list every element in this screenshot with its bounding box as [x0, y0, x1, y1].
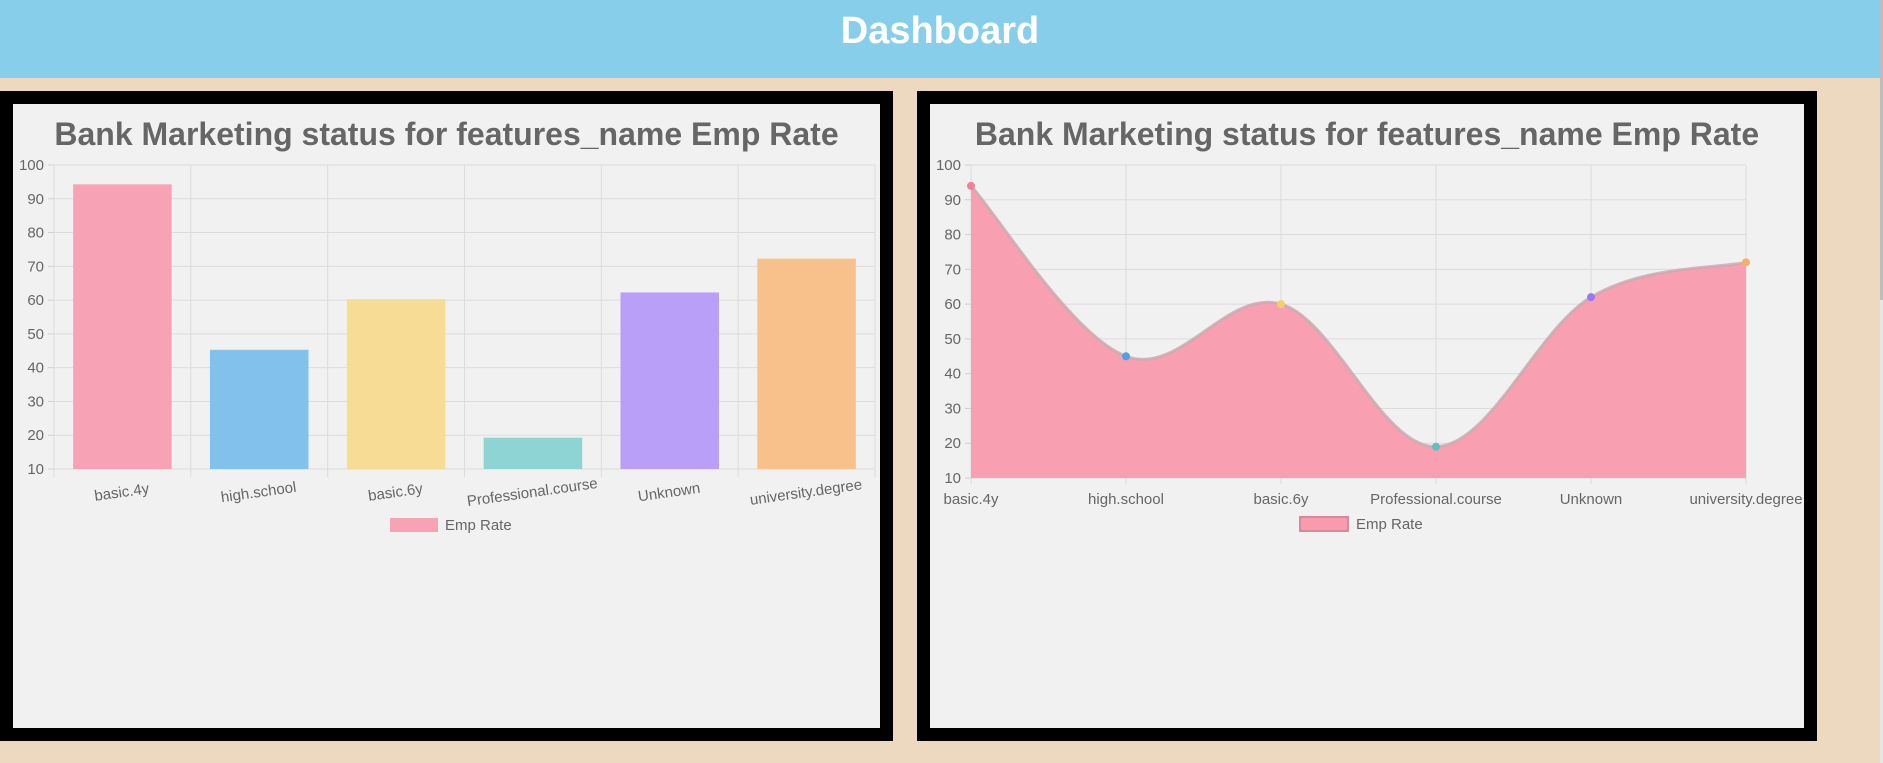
y-tick-label: 20 — [944, 435, 961, 452]
bar-chart-panel: Bank Marketing status for features_name … — [0, 91, 893, 741]
area-chart-panel: Bank Marketing status for features_name … — [917, 91, 1817, 741]
area-fill — [971, 185, 1746, 478]
data-point-basic-4y[interactable] — [967, 181, 975, 190]
scrollbar-thumb[interactable] — [1880, 0, 1883, 300]
bar-professional-course[interactable] — [483, 438, 583, 469]
bar-unknown[interactable] — [620, 293, 720, 469]
bar-chart-card: Bank Marketing status for features_name … — [13, 104, 880, 728]
y-tick-label: 50 — [27, 326, 44, 343]
y-tick-label: 40 — [944, 366, 961, 383]
y-tick-label: 90 — [944, 192, 961, 209]
x-tick-label: basic.6y — [367, 480, 424, 505]
dashboard-header: Dashboard — [0, 0, 1880, 78]
bar-university-degree[interactable] — [757, 259, 856, 469]
bar-basic-4y[interactable] — [73, 185, 172, 469]
y-tick-label: 60 — [944, 296, 961, 313]
x-tick-label: basic.4y — [943, 491, 999, 508]
area-chart: 100 90 80 70 60 50 40 30 20 10 basic.4y high.school… — [936, 157, 1803, 533]
bar-chart-title: Bank Marketing status for features_name … — [54, 116, 839, 152]
data-point-basic-6y[interactable] — [1277, 300, 1285, 309]
y-tick-label: 10 — [27, 461, 44, 478]
x-tick-label: high.school — [1088, 491, 1164, 508]
y-tick-label: 30 — [27, 393, 44, 410]
x-tick-label: basic.4y — [93, 480, 150, 505]
x-tick-label: university.degree — [1689, 491, 1802, 508]
legend-swatch[interactable] — [1299, 516, 1349, 532]
y-tick-label: 80 — [27, 225, 44, 242]
legend-label[interactable]: Emp Rate — [445, 517, 512, 534]
y-tick-label: 80 — [944, 227, 961, 244]
data-point-unknown[interactable] — [1587, 293, 1595, 302]
y-tick-label: 20 — [27, 427, 44, 444]
area-chart-title: Bank Marketing status for features_name … — [974, 116, 1760, 152]
y-tick-label: 30 — [944, 400, 961, 417]
legend-swatch[interactable] — [390, 518, 438, 532]
y-tick-label: 70 — [27, 258, 44, 275]
y-tick-label: 70 — [944, 261, 961, 278]
y-tick-label: 10 — [944, 470, 961, 487]
x-tick-label: Unknown — [637, 480, 701, 506]
y-tick-label: 50 — [944, 331, 961, 348]
page-title: Dashboard — [840, 9, 1040, 52]
x-tick-label: Professional.course — [466, 475, 599, 510]
page-scrollbar[interactable] — [1880, 0, 1883, 763]
y-tick-label: 90 — [27, 191, 44, 208]
data-point-high-school[interactable] — [1122, 352, 1130, 361]
bar-basic-6y[interactable] — [346, 300, 446, 469]
y-tick-label: 60 — [27, 292, 44, 309]
data-point-professional-course[interactable] — [1432, 442, 1440, 451]
y-tick-label: 100 — [936, 157, 961, 174]
bar-chart: 100 90 80 70 60 50 40 30 20 10 basic.4y high.school… — [19, 157, 876, 534]
area-chart-card: Bank Marketing status for features_name … — [930, 104, 1804, 728]
x-tick-label: high.school — [220, 479, 298, 506]
x-tick-label: basic.6y — [1253, 491, 1309, 508]
x-tick-label: university.degree — [749, 476, 863, 509]
x-tick-label: Unknown — [1560, 491, 1623, 508]
y-tick-label: 40 — [27, 360, 44, 377]
data-point-university-degree[interactable] — [1742, 258, 1750, 267]
y-tick-label: 100 — [19, 157, 44, 174]
bar-high-school[interactable] — [209, 350, 309, 469]
x-tick-label: Professional.course — [1370, 491, 1502, 508]
legend-label[interactable]: Emp Rate — [1356, 516, 1423, 533]
